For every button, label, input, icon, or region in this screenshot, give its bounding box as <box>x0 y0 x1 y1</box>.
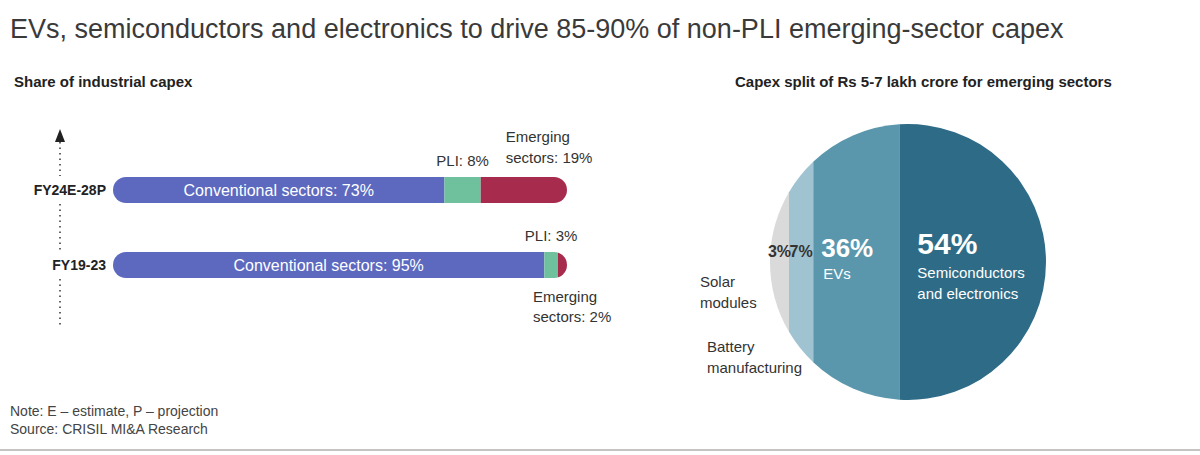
bar-row <box>113 252 567 278</box>
category-label: FY24E-28P <box>34 182 106 198</box>
pie-slice <box>813 124 899 399</box>
data-label: 36% <box>821 233 873 263</box>
text-line: and electronics <box>917 285 1018 302</box>
main-title: EVs, semiconductors and electronics to d… <box>10 14 1064 44</box>
bar-segment <box>544 252 558 278</box>
bar-segment <box>558 252 567 278</box>
slice-label: Semiconductors and electronics <box>917 264 1025 302</box>
bar-labels: Conventional sectors: 73% PLI: 8% Emerging… <box>184 128 612 325</box>
data-label: Emerging sectors: 19% <box>506 128 593 166</box>
bar-segment <box>113 252 544 278</box>
bar-chart-title: Share of industrial capex <box>14 73 193 90</box>
axis-line <box>59 279 61 328</box>
text-line: Emerging <box>506 128 570 145</box>
bar-segment <box>481 177 567 203</box>
bar-segment <box>113 177 444 203</box>
data-label: PLI: 8% <box>436 152 489 169</box>
text-line: Battery <box>707 338 755 355</box>
data-label: 54% <box>917 227 977 260</box>
text-line: manufacturing <box>707 359 802 376</box>
text-line: Emerging <box>533 288 597 305</box>
pie-chart-title: Capex split of Rs 5-7 lakh crore for eme… <box>735 73 1112 90</box>
text-line: modules <box>700 294 757 311</box>
pie <box>770 124 1046 400</box>
text-line: Solar <box>700 273 735 290</box>
pie-labels: 54% Semiconductors and electronics 36% EVs 7%… <box>700 227 1025 376</box>
data-label: Conventional sectors: 73% <box>184 182 374 199</box>
axis-arrow <box>55 129 65 142</box>
data-label: PLI: 3% <box>525 227 578 244</box>
pie-slice <box>770 192 789 332</box>
text-line: Semiconductors <box>917 264 1025 281</box>
axis-line <box>59 204 61 251</box>
chart-canvas: EVs, semiconductors and electronics to d… <box>0 0 1200 455</box>
text-line: EVs <box>823 265 851 282</box>
pie-slice <box>789 162 813 363</box>
slice-label: Solar modules <box>700 273 757 311</box>
data-label: Emerging sectors: 2% <box>533 288 611 325</box>
data-label: Conventional sectors: 95% <box>233 257 423 274</box>
slice-label: Battery manufacturing <box>707 338 802 376</box>
data-label: 3% <box>768 243 791 260</box>
bar-segment <box>444 177 480 203</box>
text-line: sectors: 19% <box>506 149 593 166</box>
category-axis: FY24E-28P FY19-23 <box>34 129 107 328</box>
text-line: sectors: 2% <box>533 308 611 325</box>
slice-label: EVs <box>823 265 851 282</box>
data-label: 7% <box>790 243 813 260</box>
bottom-rule <box>0 450 1200 451</box>
pie-slice <box>899 124 1046 400</box>
note: Note: E – estimate, P – projection <box>10 403 218 419</box>
axis-line <box>59 142 61 176</box>
bar-row <box>113 177 567 203</box>
category-label: FY19-23 <box>52 257 106 273</box>
bars <box>113 177 567 278</box>
source: Source: CRISIL MI&A Research <box>10 421 208 437</box>
